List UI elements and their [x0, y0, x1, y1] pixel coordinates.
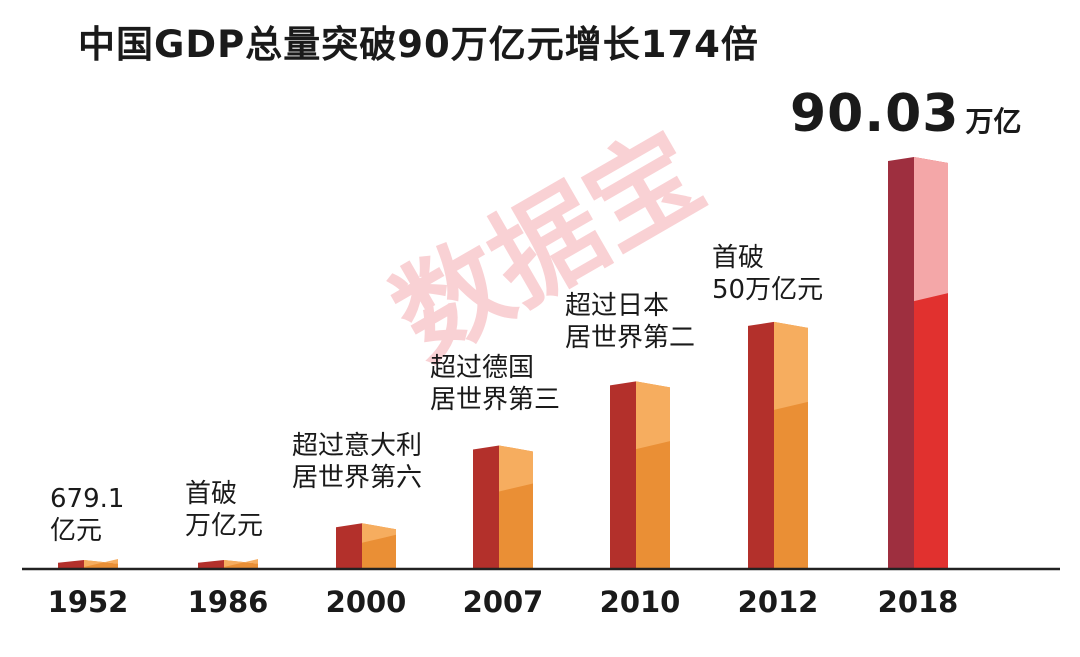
x-tick-label: 1986 [188, 585, 269, 619]
bar-left-face-2000 [336, 523, 362, 569]
annotation-line: 超过德国 [430, 353, 535, 383]
bar-highlight-2018 [914, 157, 948, 302]
bar-highlight-2010 [636, 381, 670, 450]
x-tick-label: 2000 [326, 585, 407, 619]
x-tick-label: 1952 [48, 585, 129, 619]
annotation-line: 679.1 [50, 484, 125, 514]
annotation-line: 超过意大利 [292, 431, 423, 461]
bar-left-face-1952 [58, 560, 84, 569]
bar-highlight-2007 [499, 445, 533, 492]
bar-left-face-2010 [610, 381, 636, 569]
annotation-2010: 超过日本 居世界第二 [565, 290, 695, 354]
bar-left-face-2018 [888, 157, 914, 569]
bar-highlight-2012 [774, 321, 808, 410]
annotation-line: 万亿元 [185, 511, 264, 541]
annotation-line: 居世界第六 [292, 463, 423, 493]
annotation-line: 首破 [185, 479, 238, 509]
annotation-line: 居世界第三 [430, 385, 561, 415]
bar-highlight-1952 [84, 559, 118, 568]
bar-left-face-1986 [198, 560, 224, 569]
annotation-1952: 679.1 亿元 [50, 483, 124, 547]
highlight-unit: 万亿 [965, 105, 1022, 138]
highlight-number: 90.03 [790, 84, 960, 144]
annotation-line: 亿元 [50, 516, 103, 546]
annotation-2012: 首破 50万亿元 [712, 242, 823, 306]
annotation-line: 首破 [712, 243, 765, 273]
bar-highlight-1986 [224, 559, 258, 568]
x-tick-label: 2012 [738, 585, 819, 619]
x-tick-label: 2010 [600, 585, 681, 619]
x-tick-label: 2007 [463, 585, 544, 619]
annotation-line: 50万亿元 [712, 275, 824, 305]
annotation-1986: 首破 万亿元 [185, 478, 263, 542]
annotation-2000: 超过意大利 居世界第六 [292, 430, 422, 494]
annotation-line: 居世界第二 [565, 323, 696, 353]
annotation-line: 超过日本 [565, 291, 670, 321]
x-tick-label: 2018 [878, 585, 959, 619]
bar-highlight-2000 [362, 523, 396, 543]
annotation-2007: 超过德国 居世界第三 [430, 352, 560, 416]
bar-left-face-2007 [473, 445, 499, 569]
chart-title: 中国GDP总量突破90万亿元增长174倍 [78, 23, 759, 66]
highlight-value: 90.03 万亿 [790, 84, 1022, 144]
bar-left-face-2012 [748, 321, 774, 569]
